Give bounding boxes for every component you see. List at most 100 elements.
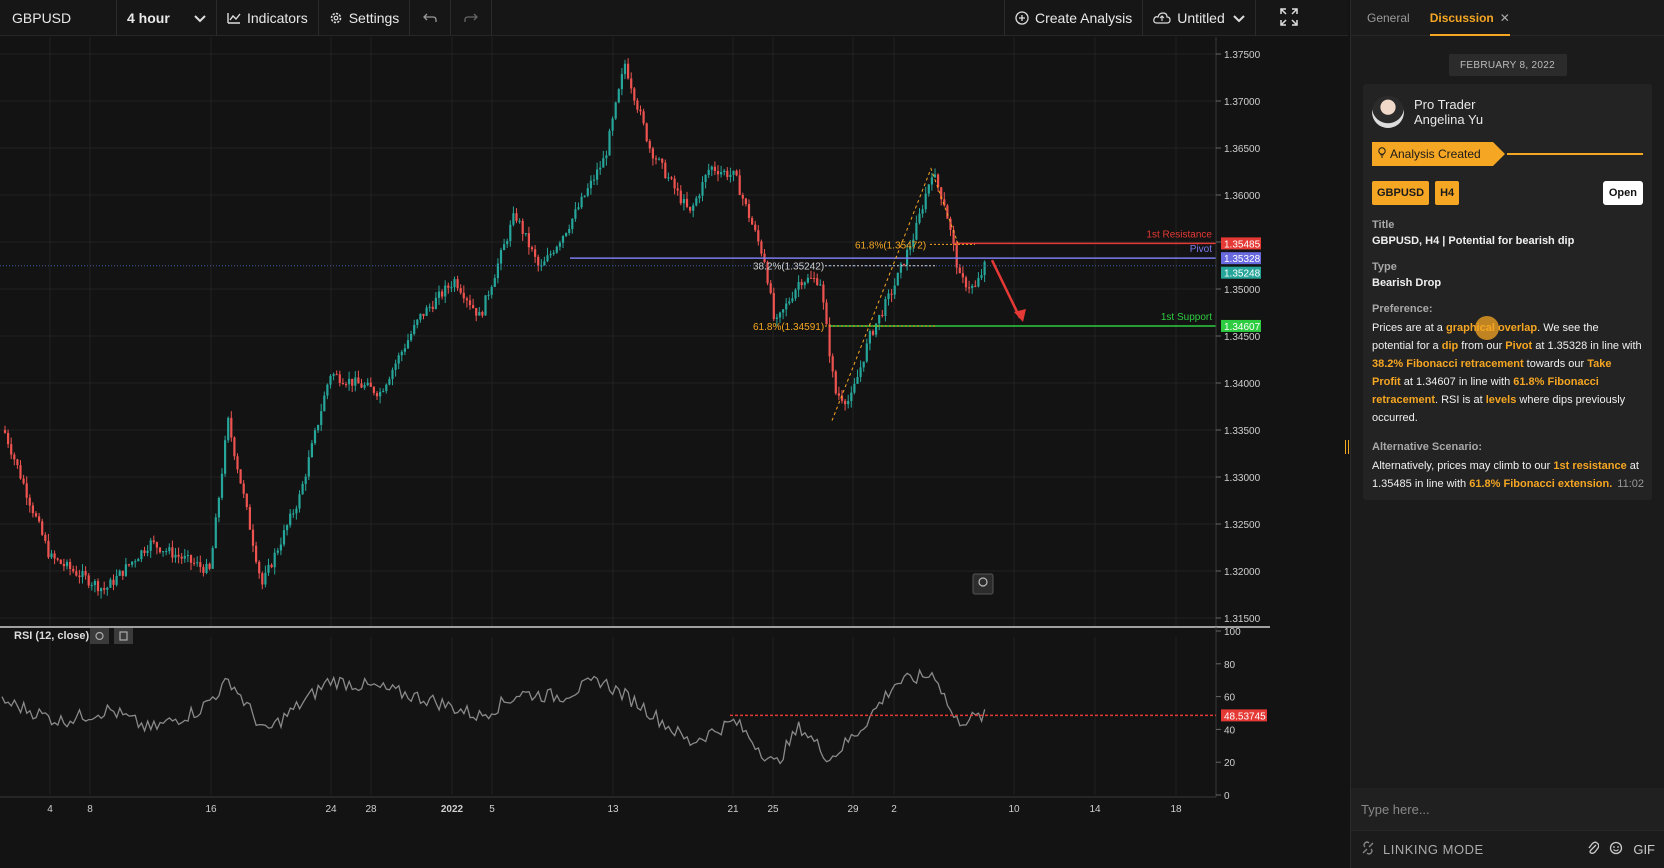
candle-body xyxy=(924,193,927,210)
close-icon[interactable]: ✕ xyxy=(1499,10,1510,25)
tab-general[interactable]: General xyxy=(1367,10,1410,25)
candle-body xyxy=(766,262,769,284)
date-tick-label: 29 xyxy=(847,804,859,815)
candle-body xyxy=(44,534,47,541)
candle-body xyxy=(93,581,96,586)
candle-body xyxy=(521,220,524,234)
candle-body xyxy=(837,393,840,396)
candle-body xyxy=(534,249,537,257)
candle-body xyxy=(847,400,850,405)
create-analysis-label: Create Analysis xyxy=(1035,10,1133,26)
candle-body xyxy=(416,319,419,325)
candle-body xyxy=(577,207,580,210)
candle-body xyxy=(971,285,974,288)
candle-body xyxy=(844,400,847,405)
candle-body xyxy=(546,255,549,262)
candle-body xyxy=(968,287,971,289)
candle-body xyxy=(72,568,75,572)
fullscreen-button[interactable] xyxy=(1256,0,1322,36)
candle-body xyxy=(887,293,890,300)
candle-body xyxy=(140,550,143,560)
candle-body xyxy=(106,587,109,590)
redo-button[interactable] xyxy=(451,0,493,36)
candle-body xyxy=(555,246,558,253)
linking-mode-label[interactable]: LINKING MODE xyxy=(1383,842,1484,857)
candle-body xyxy=(921,209,924,214)
gif-button[interactable]: GIF xyxy=(1633,842,1655,857)
candle-body xyxy=(710,166,713,170)
candle-body xyxy=(912,239,915,247)
candle-body xyxy=(189,555,193,563)
message-input[interactable]: Type here... xyxy=(1351,788,1664,830)
interval-label: 4 hour xyxy=(127,9,170,26)
date-tick-label: 13 xyxy=(607,804,619,815)
candle-body xyxy=(772,293,775,319)
emoji-icon[interactable] xyxy=(1609,841,1623,858)
rsi-pane: 100 80 60 40 20 0 RSI (12, close) 48.53745 xyxy=(0,626,1270,802)
rsi-tick-label: 0 xyxy=(1224,791,1230,802)
tab-discussion[interactable]: Discussion ✕ xyxy=(1429,0,1510,36)
price-tick-label: 1.34000 xyxy=(1224,379,1261,390)
candle-body xyxy=(899,263,902,273)
candle-body xyxy=(540,265,543,267)
candle-body xyxy=(695,198,698,206)
candle-body xyxy=(273,552,276,568)
undo-button[interactable] xyxy=(410,0,452,36)
candle-body xyxy=(413,324,416,334)
candle-body xyxy=(155,542,158,548)
candle-body xyxy=(574,209,577,219)
preference-label: Preference: xyxy=(1372,303,1433,315)
indicators-button[interactable]: Indicators xyxy=(217,0,319,36)
candle-body xyxy=(617,89,620,103)
interval-selector[interactable]: 4 hour xyxy=(117,0,217,36)
avatar[interactable] xyxy=(1372,96,1404,128)
candle-body xyxy=(757,230,760,242)
linking-icon[interactable] xyxy=(1361,841,1375,858)
preference-highlight: Take Profit xyxy=(1372,358,1612,388)
candle-body xyxy=(441,291,444,297)
candle-body xyxy=(96,581,100,592)
candle-body xyxy=(735,170,738,176)
author-role: Pro Trader xyxy=(1414,97,1476,112)
plus-circle-icon xyxy=(1015,11,1029,25)
price-chart[interactable]: 1st Resistance Pivot 1st Support 61.8%(1.35… xyxy=(0,37,1348,868)
top-toolbar: GBPUSD 4 hour Indicators Settings xyxy=(0,0,1348,36)
candle-body xyxy=(255,545,258,562)
layout-name: Untitled xyxy=(1177,10,1225,26)
candle-body xyxy=(794,289,797,299)
price-tick-label: 1.36000 xyxy=(1224,191,1261,202)
preference-text: Prices are at a graphical overlap. We se… xyxy=(1372,319,1643,427)
title-value: GBPUSD, H4 | Potential for bearish dip xyxy=(1372,235,1575,247)
candle-body xyxy=(453,279,456,288)
preference-text-part: towards our xyxy=(1523,358,1588,370)
open-button[interactable]: Open xyxy=(1602,181,1643,205)
layout-selector[interactable]: Untitled xyxy=(1143,0,1256,36)
settings-button[interactable]: Settings xyxy=(319,0,411,36)
candle-body xyxy=(558,242,561,247)
price-tick-label: 1.34500 xyxy=(1224,332,1261,343)
candle-body xyxy=(298,494,301,509)
create-analysis-button[interactable]: Create Analysis xyxy=(1004,0,1144,36)
interval-badge: H4 xyxy=(1435,181,1460,205)
candle-body xyxy=(158,547,162,553)
chart-area[interactable]: 1st Resistance Pivot 1st Support 61.8%(1.35… xyxy=(0,37,1348,868)
candle-body xyxy=(552,252,555,254)
date-tick-label: 5 xyxy=(489,804,495,815)
symbol-selector[interactable]: GBPUSD xyxy=(0,0,117,36)
candle-body xyxy=(831,356,834,372)
candle-body xyxy=(447,285,450,288)
panel-resize-handle[interactable] xyxy=(1345,440,1349,454)
attachment-icon[interactable] xyxy=(1587,841,1600,858)
chart-grid xyxy=(0,37,1216,795)
preference-text-part: at 1.34607 in line with xyxy=(1400,376,1514,388)
candle-body xyxy=(366,382,369,386)
candle-body xyxy=(800,282,803,286)
candle-body xyxy=(320,411,323,425)
candle-body xyxy=(493,278,496,287)
analysis-marker xyxy=(972,573,994,595)
candle-body xyxy=(468,300,472,306)
candle-body xyxy=(741,194,744,199)
price-tick-label: 1.37000 xyxy=(1224,97,1261,108)
date-tick-label: 14 xyxy=(1089,804,1101,815)
candle-body xyxy=(747,204,751,219)
